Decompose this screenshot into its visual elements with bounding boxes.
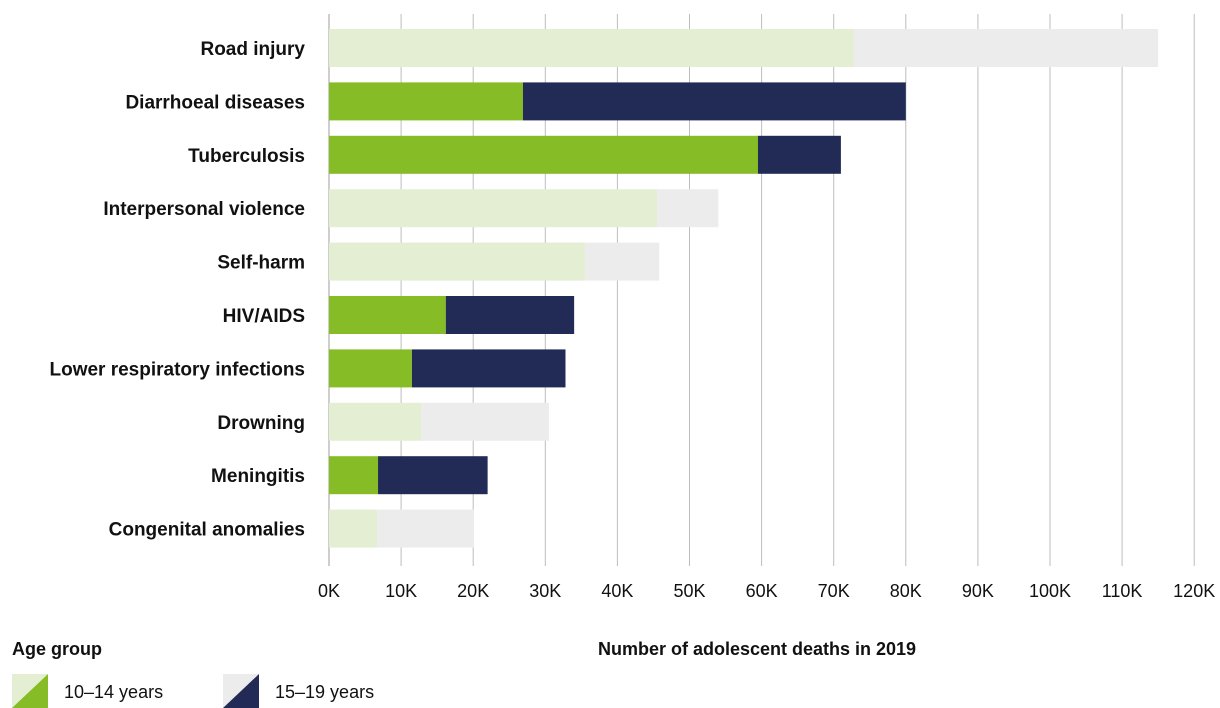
x-tick-label: 60K — [746, 581, 778, 601]
legend-item-15-19: 15–19 years — [223, 674, 374, 708]
category-label: Road injury — [200, 39, 305, 60]
bar-10-14 — [329, 82, 523, 121]
bar-15-19 — [657, 189, 719, 228]
bar-10-14 — [329, 29, 854, 67]
category-label: Diarrhoeal diseases — [125, 92, 305, 113]
bar-10-14 — [329, 135, 758, 174]
bar-10-14 — [329, 296, 446, 334]
x-tick-labels: 0K 10K 20K 30K 40K 50K 60K 70K 80K 90K 100K 110K 120… — [318, 581, 1215, 601]
legend-item-10-14: 10–14 years — [12, 674, 163, 708]
legend: Age group 10–14 years 15–19 years — [12, 639, 374, 708]
legend-label-15-19: 15–19 years — [275, 682, 374, 702]
category-labels: Road injury Diarrhoeal diseases Tuberculos… — [49, 39, 305, 541]
category-label: Meningitis — [211, 466, 305, 487]
bars — [329, 29, 1159, 548]
legend-label-10-14: 10–14 years — [64, 682, 163, 702]
legend-swatch-15-19 — [223, 674, 259, 708]
x-axis-label: Number of adolescent deaths in 2019 — [598, 639, 916, 659]
bar-10-14 — [329, 242, 585, 281]
bar-10-14 — [329, 349, 412, 388]
x-tick-label: 20K — [457, 581, 489, 601]
bar-10-14 — [329, 189, 658, 228]
x-tick-label: 40K — [601, 581, 633, 601]
x-tick-label: 120K — [1173, 581, 1215, 601]
legend-swatch-10-14 — [12, 674, 48, 708]
x-tick-label: 70K — [818, 581, 850, 601]
bar-15-19 — [522, 82, 906, 121]
legend-title: Age group — [12, 639, 102, 659]
bar-10-14 — [329, 402, 422, 441]
category-label: Congenital anomalies — [109, 520, 305, 541]
category-label: Drowning — [217, 413, 305, 434]
bar-15-19 — [584, 242, 660, 281]
bar-10-14 — [329, 509, 378, 548]
x-tick-label: 90K — [962, 581, 994, 601]
bar-15-19 — [445, 296, 575, 334]
x-tick-label: 80K — [890, 581, 922, 601]
category-label: HIV/AIDS — [223, 306, 305, 327]
bar-15-19 — [411, 349, 566, 388]
x-tick-label: 0K — [318, 581, 340, 601]
category-label: Interpersonal violence — [103, 199, 305, 220]
bar-15-19 — [377, 509, 474, 548]
category-label: Tuberculosis — [188, 146, 305, 167]
bar-15-19 — [378, 456, 488, 495]
category-label: Lower respiratory infections — [49, 359, 305, 380]
category-label: Self-harm — [217, 253, 305, 274]
bar-15-19 — [757, 135, 841, 174]
x-tick-label: 50K — [673, 581, 705, 601]
x-tick-label: 10K — [385, 581, 417, 601]
bar-10-14 — [329, 456, 379, 495]
x-tick-label: 100K — [1029, 581, 1071, 601]
x-tick-label: 30K — [529, 581, 561, 601]
bar-15-19 — [853, 29, 1159, 67]
x-tick-label: 110K — [1102, 581, 1143, 601]
bar-15-19 — [421, 402, 549, 441]
